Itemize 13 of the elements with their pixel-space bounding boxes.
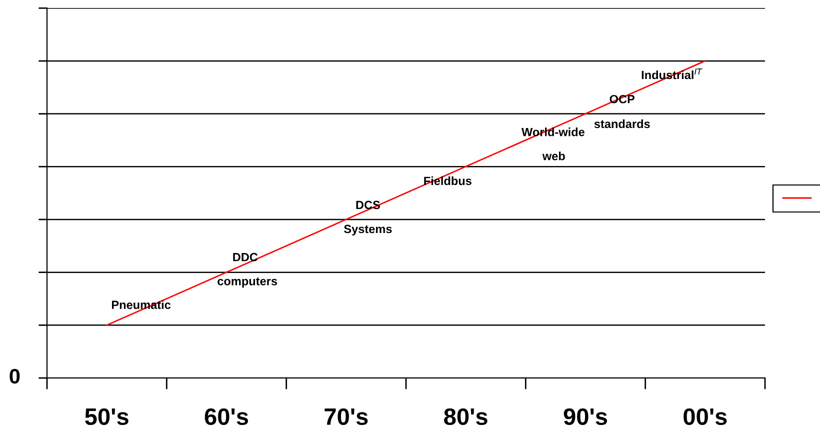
x-tick-label: 80's: [444, 408, 488, 426]
annotation: web: [542, 152, 565, 160]
annotation: Systems: [344, 224, 392, 236]
annotation: DCS: [356, 200, 380, 210]
x-tick-label: 90's: [564, 408, 608, 426]
annotation: computers: [218, 278, 278, 288]
x-tick-label: 70's: [324, 408, 368, 426]
text: 0: [10, 368, 20, 384]
annotation: standards: [594, 119, 650, 128]
x-tick-label: 00's: [684, 408, 727, 426]
annotation: DDC: [233, 252, 258, 262]
x-tick-label: 60's: [204, 408, 248, 426]
x-tick-label: 50's: [85, 408, 128, 426]
